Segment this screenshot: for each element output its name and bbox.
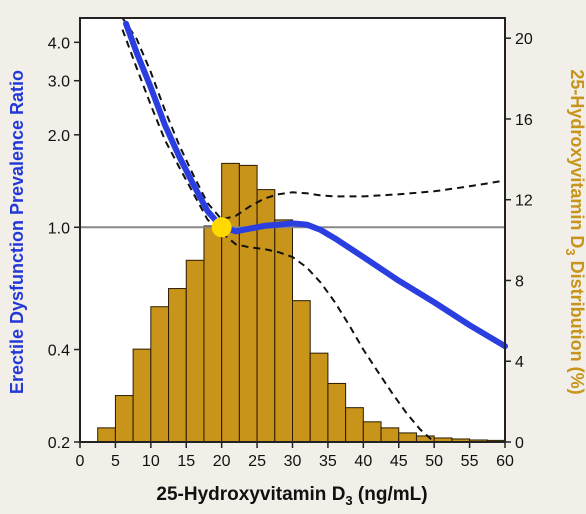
- right-y-axis-title: 25-Hydroxyvitamin D3 Distribution (%): [563, 69, 586, 394]
- right-y-tick-label: 20: [515, 31, 533, 48]
- histogram-bar: [362, 421, 382, 443]
- left-y-tick-label: 4.0: [48, 35, 70, 52]
- histogram-bar: [380, 427, 400, 443]
- histogram-bar: [132, 348, 152, 443]
- x-tick-label: 10: [142, 453, 160, 470]
- x-tick-label: 30: [284, 453, 302, 470]
- x-tick-label: 45: [390, 453, 408, 470]
- left-y-tick-label: 1.0: [48, 220, 70, 237]
- x-tick-label: 15: [177, 453, 195, 470]
- prevalence-ratio-line: [123, 20, 508, 350]
- histogram-bar: [150, 306, 170, 443]
- right-y-tick-label: 12: [515, 193, 533, 210]
- histogram-bar: [185, 259, 205, 443]
- x-axis-ticks: 0 5 10 15 20 25 30 35 40 45 50 55 60: [76, 442, 514, 470]
- histogram-bar: [168, 288, 187, 443]
- upper-ci-line: [121, 17, 506, 221]
- x-tick-label: 35: [319, 453, 337, 470]
- x-axis-title: 25-Hydroxyvitamin D3 (ng/mL): [156, 484, 427, 508]
- histogram-bar: [398, 432, 417, 443]
- x-tick-label: 5: [111, 453, 120, 470]
- left-y-tick-label: 0.4: [48, 343, 70, 360]
- left-y-axis-ticks: 0.2 0.4 1.0 2.0 3.0 4.0: [48, 35, 80, 452]
- histogram-bar: [97, 427, 116, 443]
- histogram-bar: [327, 382, 347, 443]
- left-y-tick-label: 2.0: [48, 128, 70, 145]
- x-tick-label: 20: [213, 453, 231, 470]
- right-y-tick-label: 4: [515, 354, 524, 371]
- x-tick-label: 55: [461, 453, 479, 470]
- left-y-axis-title: Erectile Dysfunction Prevalence Ratio: [7, 70, 27, 394]
- right-y-axis-ticks: 0 4 8 12 16 20: [505, 31, 533, 452]
- x-tick-label: 0: [76, 453, 85, 470]
- histogram-bar: [203, 225, 223, 443]
- lower-ci-line: [121, 29, 435, 443]
- x-tick-label: 50: [425, 453, 443, 470]
- x-tick-label: 60: [496, 453, 514, 470]
- right-y-tick-label: 8: [515, 273, 524, 290]
- left-y-tick-label: 0.2: [48, 435, 70, 452]
- right-y-tick-label: 16: [515, 112, 533, 129]
- histogram-bar: [345, 407, 364, 443]
- reference-point: [211, 217, 232, 238]
- right-y-tick-label: 0: [515, 435, 524, 452]
- x-tick-label: 40: [354, 453, 372, 470]
- left-y-tick-label: 3.0: [48, 74, 70, 91]
- histogram-bar: [114, 395, 134, 443]
- histogram-bar: [292, 300, 311, 443]
- histogram-bar: [221, 162, 240, 443]
- histogram-bar: [309, 352, 329, 443]
- x-tick-label: 25: [248, 453, 266, 470]
